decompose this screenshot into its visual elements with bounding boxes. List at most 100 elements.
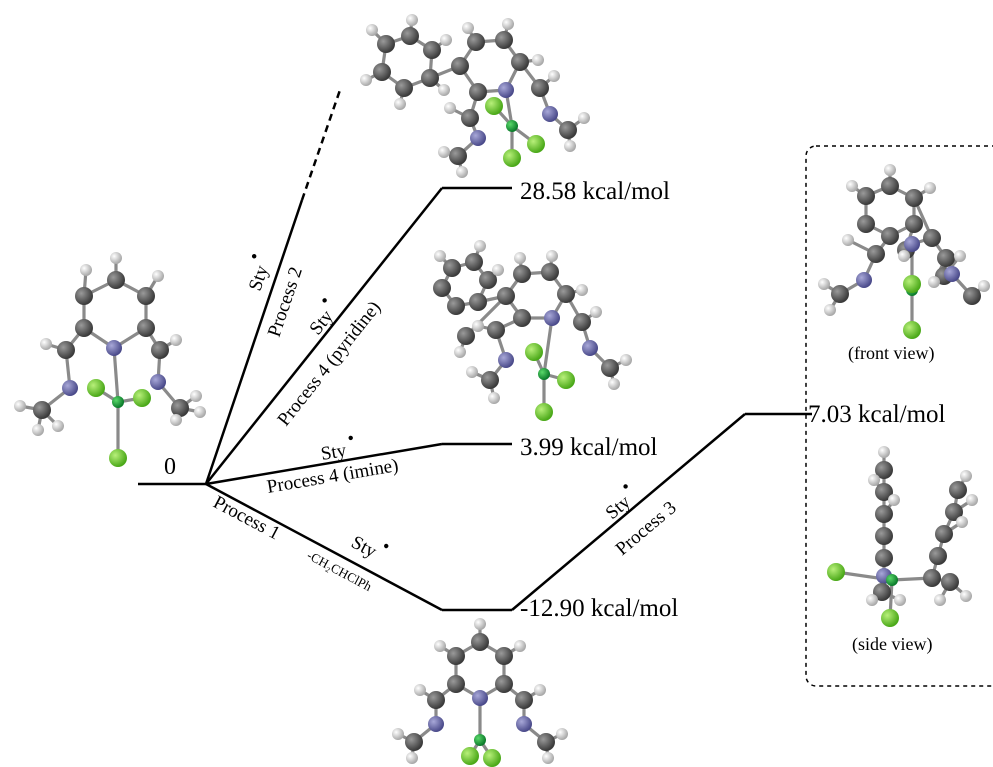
sty-label-p1: Sty [348, 532, 381, 563]
carbon-atom [935, 525, 953, 543]
energy-minus-12-90: -12.90 kcal/mol [520, 595, 678, 622]
carbon-atom [945, 503, 963, 521]
carbon-atom [857, 187, 875, 205]
bond [464, 294, 508, 338]
hydrogen-atom [488, 392, 500, 404]
carbon-atom [601, 359, 619, 377]
carbon-atom [443, 259, 461, 277]
energy-lines [138, 89, 812, 612]
carbon-atom [469, 293, 487, 311]
hydrogen-atom [110, 252, 122, 264]
hydrogen-atom [868, 474, 880, 486]
hydrogen-atom [440, 34, 452, 46]
carbon-atom [465, 253, 483, 271]
iron-atom [474, 734, 486, 746]
hydrogen-atom [960, 590, 972, 602]
carbon-atom [515, 691, 533, 709]
hydrogen-atom [878, 446, 890, 458]
hydrogen-atom [170, 334, 182, 346]
side-view-label: (side view) [852, 634, 932, 655]
hydrogen-atom [152, 270, 164, 282]
hydrogen-atom [190, 390, 202, 402]
carbon-atom [427, 691, 445, 709]
carbon-atom [467, 33, 485, 51]
chlorine-atom [483, 749, 501, 767]
chlorine-atom [557, 371, 575, 389]
hydrogen-atom [472, 320, 484, 332]
carbon-atom [421, 69, 439, 87]
hydrogen-atom [360, 74, 372, 86]
hydrogen-atom [564, 140, 576, 152]
carbon-atom [405, 733, 423, 751]
carbon-atom [831, 285, 849, 303]
hydrogen-atom [866, 594, 878, 606]
radical-dot [623, 484, 628, 489]
carbon-atom [557, 285, 575, 303]
hydrogen-atom [14, 400, 26, 412]
hydrogen-atom [444, 102, 456, 114]
carbon-atom [469, 83, 487, 101]
carbon-atom [941, 573, 959, 591]
carbon-atom [929, 547, 947, 565]
radical-dot [384, 543, 389, 549]
nitrogen-atom [472, 690, 488, 706]
energy-28-58: 28.58 kcal/mol [520, 178, 670, 205]
carbon-atom [401, 27, 419, 45]
nitrogen-atom [544, 310, 560, 326]
carbon-atom [875, 461, 893, 479]
carbon-atom [875, 483, 893, 501]
carbon-atom [513, 309, 531, 327]
nitrogen-atom [498, 82, 514, 98]
hydrogen-atom [392, 728, 404, 740]
carbon-atom [963, 287, 981, 305]
carbon-atom [923, 569, 941, 587]
carbon-atom [151, 341, 169, 359]
nitrogen-atom [428, 716, 444, 732]
chlorine-atom [485, 97, 503, 115]
carbon-atom [451, 57, 469, 75]
hydrogen-atom [534, 684, 546, 696]
carbon-atom [33, 401, 51, 419]
sty-label-p4p: Sty [305, 306, 338, 339]
hydrogen-atom [406, 14, 418, 26]
iron-atom [886, 574, 898, 586]
hydrogen-atom [474, 618, 486, 630]
hydrogen-atom [898, 250, 910, 262]
carbon-atom [905, 189, 923, 207]
hydrogen-atom [474, 240, 486, 252]
sty-label-p4i: Sty [319, 440, 348, 465]
hydrogen-atom [438, 146, 450, 158]
chlorine-atom [87, 379, 105, 397]
chlorine-atom [535, 403, 553, 421]
hydrogen-atom [406, 752, 418, 764]
hydrogen-atom [954, 250, 966, 262]
hydrogen-atom [434, 250, 446, 262]
iron-atom [538, 368, 550, 380]
carbon-atom [857, 215, 875, 233]
iron-atom [112, 396, 124, 408]
carbon-atom [471, 633, 489, 651]
nitrogen-atom [62, 380, 78, 396]
molecule-process4-pyridine [433, 240, 632, 421]
nitrogen-atom [904, 236, 920, 252]
hydrogen-atom [818, 278, 830, 290]
hydrogen-atom [514, 252, 526, 264]
radical-dot [322, 298, 327, 303]
sty-label-p3: Sty [602, 491, 635, 524]
hydrogen-atom [578, 112, 590, 124]
process2-line [204, 199, 304, 485]
hydrogen-atom [52, 420, 64, 432]
hydrogen-atom [194, 406, 206, 418]
carbon-atom [171, 399, 189, 417]
iron-atom [506, 120, 518, 132]
carbon-atom [537, 733, 555, 751]
hydrogen-atom [170, 414, 182, 426]
carbon-atom [75, 287, 93, 305]
hydrogen-atom [80, 264, 92, 276]
process1-line [205, 482, 443, 612]
hydrogen-atom [394, 98, 406, 110]
process3-line [511, 413, 746, 611]
chlorine-atom [527, 135, 545, 153]
carbon-atom [495, 31, 513, 49]
chlorine-atom [461, 747, 479, 765]
